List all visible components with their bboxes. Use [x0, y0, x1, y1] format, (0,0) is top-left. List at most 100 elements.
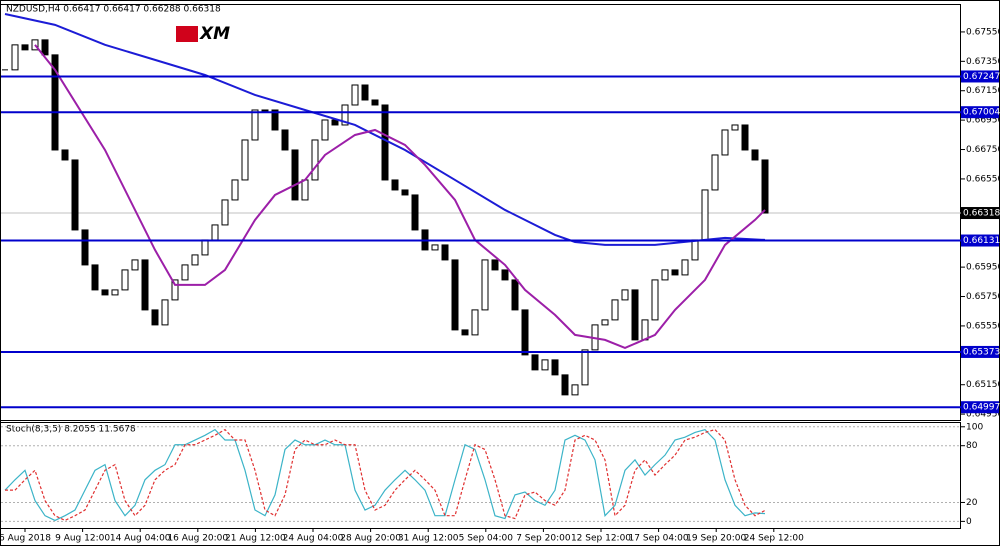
level-label: 0.67247 — [963, 72, 1000, 82]
y-tick-label: 0.66750 — [966, 145, 1000, 155]
x-tick-label: 31 Aug 12:00 — [398, 534, 459, 544]
candle — [631, 289, 639, 341]
x-tick-label: 24 Aug 04:00 — [283, 534, 344, 544]
candle — [601, 319, 609, 326]
x-tick-label: 6 Aug 2018 — [0, 534, 51, 544]
level-label: 0.65373 — [963, 347, 1000, 357]
y-tick-label: 0.65150 — [966, 380, 1000, 390]
candle — [391, 179, 399, 191]
candle — [251, 109, 259, 141]
candle — [691, 239, 699, 261]
candle — [301, 179, 309, 201]
candle — [61, 149, 69, 161]
candle — [511, 279, 519, 311]
y-tick-label: 100 — [966, 422, 983, 432]
candle — [141, 259, 149, 311]
candle — [441, 244, 449, 261]
level-box — [961, 401, 999, 414]
candle — [151, 309, 159, 326]
candle — [271, 109, 279, 131]
y-tick-label: 0.67150 — [966, 86, 1000, 96]
level-label: 0.66131 — [963, 236, 1000, 246]
y-tick-label: 80 — [966, 441, 978, 451]
moving-average — [4, 13, 766, 246]
chart-title: NZDUSD,H4 0.66417 0.66417 0.66288 0.6631… — [6, 5, 221, 15]
candle — [651, 279, 659, 321]
candle — [21, 44, 29, 51]
candle — [201, 239, 209, 256]
candle — [751, 149, 759, 161]
y-tick-label: 0.66550 — [966, 174, 1000, 184]
level-label: 0.67004 — [963, 108, 1000, 118]
logo-text: XM — [199, 24, 230, 44]
candle — [231, 179, 239, 201]
candle — [191, 254, 199, 266]
candle — [281, 129, 289, 151]
y-tick-label: 0.67550 — [966, 27, 1000, 37]
x-tick-label: 9 Aug 12:00 — [55, 534, 110, 544]
y-tick-label: 0.65750 — [966, 292, 1000, 302]
x-tick-label: 19 Sep 20:00 — [686, 534, 746, 544]
candle — [261, 109, 269, 112]
level-box — [961, 345, 999, 358]
candle — [41, 39, 49, 56]
candle — [641, 319, 649, 341]
candle — [221, 199, 229, 226]
candle — [331, 119, 339, 126]
candle — [571, 384, 579, 396]
candle — [181, 264, 189, 281]
x-tick-label: 28 Aug 20:00 — [340, 534, 401, 544]
candle — [11, 44, 19, 71]
stoch-panel — [0, 422, 961, 529]
y-tick-label: 0.64950 — [966, 410, 1000, 420]
candle — [211, 224, 219, 241]
candle — [681, 259, 689, 276]
candle — [741, 124, 749, 151]
level-box — [961, 234, 999, 247]
candle — [501, 269, 509, 281]
x-tick-label: 12 Sep 12:00 — [571, 534, 631, 544]
y-tick-label: 0.65550 — [966, 321, 1000, 331]
candle — [721, 129, 729, 156]
candle — [51, 54, 59, 151]
x-tick-label: 16 Aug 20:00 — [167, 534, 228, 544]
stoch-line — [5, 428, 766, 522]
candle — [291, 149, 299, 201]
candle — [341, 104, 349, 126]
candle — [311, 139, 319, 181]
candle — [461, 329, 469, 336]
candle — [581, 349, 589, 386]
candle — [761, 159, 769, 214]
indicator-title: Stoch(8,3,5) 8.2055 11.5678 — [6, 425, 136, 435]
candle — [171, 279, 179, 301]
candle — [371, 99, 379, 106]
candle — [481, 259, 489, 311]
candle — [241, 139, 249, 181]
current-price-box — [961, 207, 999, 220]
y-tick-label: 0.67350 — [966, 57, 1000, 67]
candle — [91, 264, 99, 291]
candle — [611, 299, 619, 321]
candle — [541, 359, 549, 371]
x-tick-label: 21 Aug 12:00 — [225, 534, 286, 544]
candle — [551, 359, 559, 376]
level-box — [961, 106, 999, 119]
y-tick-label: 0.66950 — [966, 116, 1000, 126]
y-tick-label: 20 — [966, 498, 978, 508]
candle — [731, 124, 739, 131]
candle — [711, 154, 719, 191]
x-tick-label: 17 Sep 04:00 — [629, 534, 689, 544]
candle — [451, 259, 459, 331]
candle — [661, 269, 669, 281]
candle — [321, 119, 329, 141]
candle — [131, 259, 139, 271]
logo-mark — [176, 26, 198, 42]
candle — [121, 269, 129, 291]
moving-average — [34, 44, 766, 350]
level-label: 0.64997 — [963, 403, 1000, 413]
x-tick-label: 7 Sep 20:00 — [516, 534, 571, 544]
candle — [111, 289, 119, 296]
candle — [71, 159, 79, 231]
candle — [161, 299, 169, 326]
